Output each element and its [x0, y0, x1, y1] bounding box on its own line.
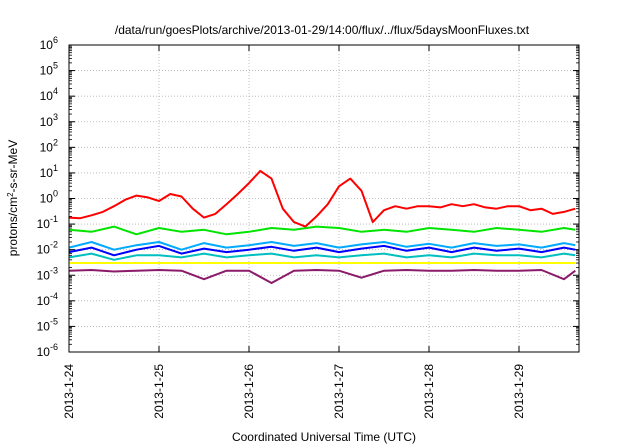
y-tick-label: 10-3: [37, 265, 58, 282]
y-tick-base: 10: [37, 243, 51, 257]
y-axis-label-sup: 2: [6, 192, 15, 197]
x-tick-label: 2013-1-25: [152, 364, 166, 419]
y-tick-base: 10: [40, 38, 54, 52]
y-tick-label: 104: [40, 86, 58, 103]
y-tick-base: 10: [37, 319, 51, 333]
x-tick-label: 2013-1-26: [242, 364, 256, 419]
y-tick-exponent: -4: [50, 291, 58, 301]
y-tick-label: 106: [40, 35, 58, 52]
y-tick-base: 10: [40, 64, 54, 78]
y-tick-label: 10-4: [37, 291, 58, 308]
y-tick-base: 10: [40, 140, 54, 154]
y-tick-base: 10: [40, 166, 54, 180]
y-tick-exponent: -5: [50, 316, 58, 326]
y-tick-label: 10-6: [37, 342, 58, 359]
plot-frame: [68, 44, 580, 353]
y-tick-exponent: -3: [50, 265, 58, 275]
y-tick-exponent: 3: [53, 112, 58, 122]
chart-title: /data/run/goesPlots/archive/2013-01-29/1…: [115, 23, 530, 37]
series-line-3: [68, 241, 576, 251]
y-tick-exponent: 1: [53, 163, 58, 173]
series-line-1: [68, 169, 576, 228]
y-tick-label: 103: [40, 112, 58, 129]
x-tick-label: 2013-1-28: [422, 364, 436, 419]
x-tick-label: 2013-1-24: [62, 364, 76, 419]
y-tick-base: 10: [40, 192, 54, 206]
y-tick-exponent: 4: [53, 86, 58, 96]
y-axis-label: protons/cm2-s-sr-MeV: [6, 140, 21, 256]
y-tick-label: 10-1: [37, 214, 58, 231]
y-tick-label: 10-5: [37, 316, 58, 333]
y-tick-exponent: 2: [53, 137, 58, 147]
y-tick-label: 100: [40, 189, 58, 206]
y-tick-label: 102: [40, 137, 58, 154]
y-tick-label: 10-2: [37, 240, 58, 257]
y-tick-exponent: -1: [50, 214, 58, 224]
series-line-4: [68, 244, 576, 257]
x-axis-label: Coordinated Universal Time (UTC): [232, 430, 416, 444]
series-line-5: [68, 252, 576, 261]
y-tick-base: 10: [37, 217, 51, 231]
y-tick-base: 10: [40, 115, 54, 129]
y-tick-base: 10: [40, 89, 54, 103]
y-axis-label-pre: protons/cm: [6, 197, 20, 256]
series-line-7: [68, 269, 576, 284]
y-tick-exponent: 0: [53, 189, 58, 199]
x-ticks: 2013-1-24 2013-1-25 2013-1-26 2013-1-27 2013…: [62, 45, 526, 419]
series-line-2: [68, 225, 576, 236]
y-tick-base: 10: [37, 345, 51, 359]
data-series: [68, 169, 576, 284]
y-tick-label: 105: [40, 61, 58, 78]
x-tick-label: 2013-1-29: [512, 364, 526, 419]
x-tick-label: 2013-1-27: [332, 364, 346, 419]
y-axis-label-post: -s-sr-MeV: [6, 140, 20, 193]
y-tick-label: 101: [40, 163, 58, 180]
y-tick-base: 10: [37, 294, 51, 308]
y-tick-exponent: -6: [50, 342, 58, 352]
y-tick-exponent: 5: [53, 61, 58, 71]
y-tick-exponent: 6: [53, 35, 58, 45]
y-tick-base: 10: [37, 268, 51, 282]
y-tick-exponent: -2: [50, 240, 58, 250]
